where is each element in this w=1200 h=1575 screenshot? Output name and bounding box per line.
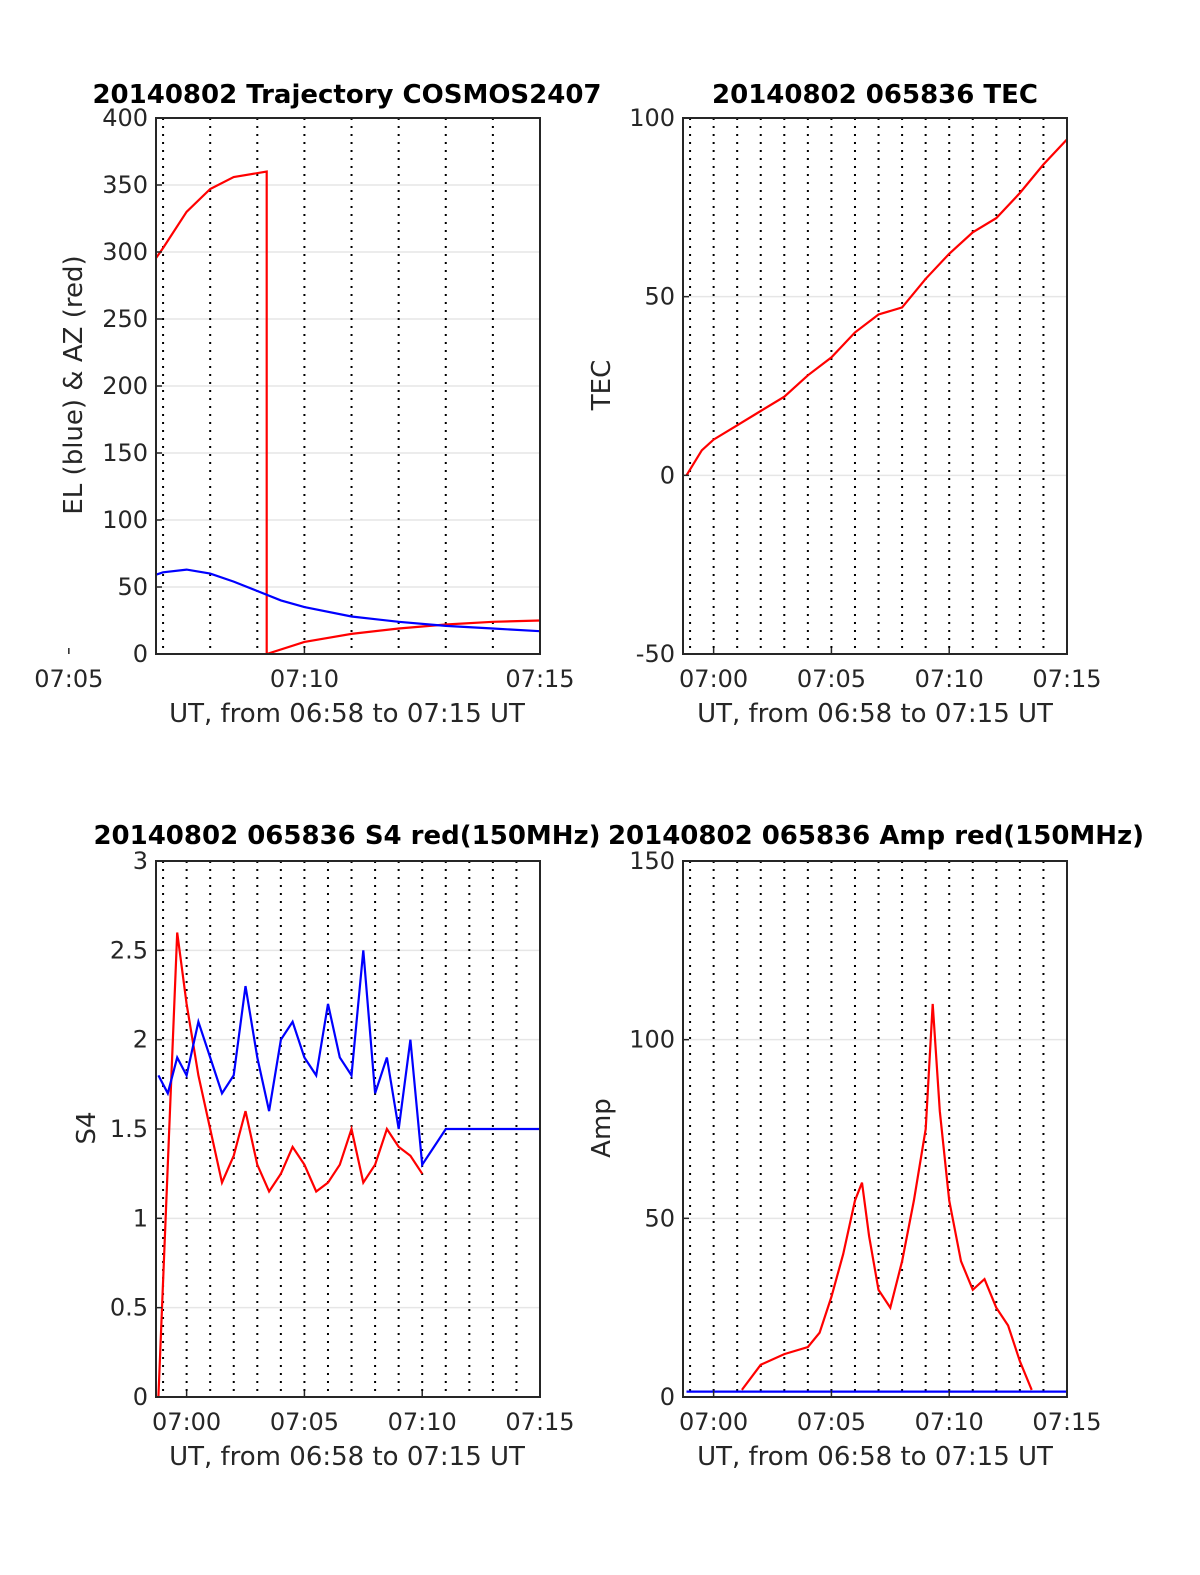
trajectory-ytick-label-6: 300 [102, 238, 148, 266]
trajectory-ytick-label-4: 200 [102, 372, 148, 400]
amp-xlabel: UT, from 06:58 to 07:15 UT [697, 1442, 1053, 1472]
amp-ytick-label-1: 50 [644, 1204, 675, 1232]
amp-panel: 20140802 065836 Amp red(150MHz) Amp UT, … [587, 821, 1144, 1472]
tec-axes-box [682, 117, 1068, 655]
amp-xtick-label-0: 07:00 [679, 1408, 748, 1436]
s4-xtick-label-2: 07:10 [388, 1408, 457, 1436]
trajectory-ylabel: EL (blue) & AZ (red) [59, 255, 89, 514]
tec-series-0 [685, 138, 1067, 476]
trajectory-series-0 [156, 170, 540, 654]
s4-ytick-label-0: 0 [133, 1383, 148, 1411]
s4-panel: 20140802 065836 S4 red(150MHz) S4 UT, fr… [72, 821, 601, 1472]
trajectory-ytick-label-1: 50 [117, 573, 148, 601]
trajectory-series-1 [156, 568, 540, 633]
tec-xlabel: UT, from 06:58 to 07:15 UT [697, 699, 1053, 729]
trajectory-panel: 20140802 Trajectory COSMOS2407 EL (blue)… [34, 80, 601, 729]
tec-xtick-label-0: 07:00 [679, 665, 748, 693]
s4-ytick-label-2: 1 [133, 1204, 148, 1232]
amp-ytick-label-2: 100 [629, 1026, 675, 1054]
amp-title: 20140802 065836 Amp red(150MHz) [608, 821, 1144, 851]
tec-ylabel: TEC [587, 360, 617, 411]
trajectory-ytick-label-5: 250 [102, 305, 148, 333]
s4-ytick-label-4: 2 [133, 1026, 148, 1054]
amp-axes-box [682, 860, 1068, 1398]
s4-xlabel: UT, from 06:58 to 07:15 UT [169, 1442, 525, 1472]
s4-ytick-label-3: 1.5 [110, 1115, 148, 1143]
tec-xtick-label-3: 07:15 [1032, 665, 1101, 693]
s4-ytick-label-6: 3 [133, 847, 148, 875]
tec-ytick-label-0: -50 [636, 640, 675, 668]
s4-xtick-label-0: 07:00 [152, 1408, 221, 1436]
amp-ytick-label-3: 150 [629, 847, 675, 875]
tec-panel: 20140802 065836 TEC TEC UT, from 06:58 t… [587, 80, 1102, 729]
s4-ytick-label-5: 2.5 [110, 936, 148, 964]
tec-ytick-label-2: 50 [644, 283, 675, 311]
tec-title: 20140802 065836 TEC [712, 80, 1038, 110]
trajectory-xtick-label-2: 07:10 [270, 665, 339, 693]
s4-series-1 [157, 950, 540, 1168]
trajectory-xlabel: UT, from 06:58 to 07:15 UT [169, 699, 525, 729]
amp-xtick-label-2: 07:10 [915, 1408, 984, 1436]
amp-xtick-label-1: 07:05 [797, 1408, 866, 1436]
trajectory-ytick-label-8: 400 [102, 104, 148, 132]
s4-xtick-label-1: 07:05 [270, 1408, 339, 1436]
trajectory-ytick-label-2: 100 [102, 506, 148, 534]
trajectory-ytick-label-7: 350 [102, 171, 148, 199]
tec-xtick-label-1: 07:05 [797, 665, 866, 693]
tec-ytick-label-1: 0 [660, 461, 675, 489]
s4-ylabel: S4 [72, 1111, 102, 1144]
amp-xtick-label-3: 07:15 [1032, 1408, 1101, 1436]
amp-ytick-label-0: 0 [660, 1383, 675, 1411]
s4-title: 20140802 065836 S4 red(150MHz) [93, 821, 600, 851]
amp-ylabel: Amp [587, 1098, 617, 1158]
trajectory-xtick-label-3: 07:15 [505, 665, 574, 693]
trajectory-xtick-label-1: 07:05 [34, 665, 103, 693]
trajectory-ytick-label-0: 0 [133, 640, 148, 668]
tec-ytick-label-3: 100 [629, 104, 675, 132]
s4-ytick-label-1: 0.5 [110, 1294, 148, 1322]
tec-xtick-label-2: 07:10 [915, 665, 984, 693]
trajectory-title: 20140802 Trajectory COSMOS2407 [92, 80, 601, 110]
amp-series-0 [741, 1003, 1033, 1391]
s4-xtick-label-3: 07:15 [505, 1408, 574, 1436]
s4-series-0 [157, 932, 424, 1397]
trajectory-ytick-label-3: 150 [102, 439, 148, 467]
